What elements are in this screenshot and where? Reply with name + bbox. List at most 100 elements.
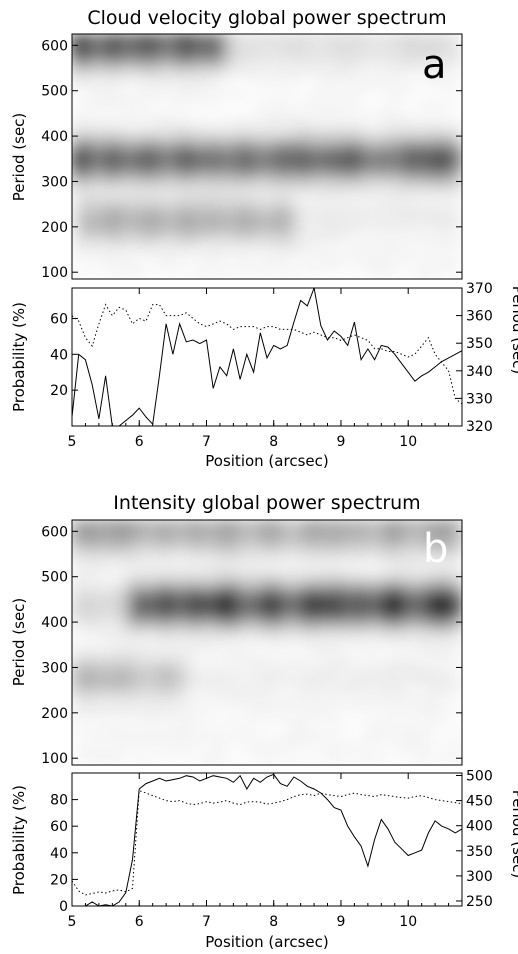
- heatmap-cell: [178, 90, 190, 101]
- heatmap-cell: [246, 559, 259, 570]
- heatmap-cell: [90, 114, 103, 125]
- heatmap-cell: [402, 163, 415, 174]
- heatmap-cell: [246, 131, 259, 142]
- heatmap-cell: [100, 649, 112, 660]
- heatmap-cell: [266, 269, 278, 279]
- heatmap-cell: [227, 57, 239, 68]
- heatmap-cell: [324, 657, 337, 668]
- heatmap-cell: [139, 690, 151, 701]
- heatmap-cell: [373, 698, 385, 709]
- panel-b-heatmap: Intensity global power spectrum b 100200…: [10, 492, 463, 767]
- heatmap-cell: [72, 674, 83, 685]
- heatmap-cell: [197, 731, 210, 742]
- heatmap-cell: [344, 163, 356, 174]
- heatmap-cell: [344, 551, 356, 562]
- heatmap-cell: [392, 163, 405, 174]
- heatmap-cell: [451, 592, 462, 603]
- heatmap-cell: [110, 600, 122, 611]
- heatmap-cell: [139, 641, 151, 652]
- heatmap-cell: [72, 269, 83, 279]
- heatmap-cell: [100, 625, 112, 636]
- heatmap-cell: [158, 155, 171, 166]
- heatmap-cell: [197, 147, 210, 158]
- heatmap-cell: [178, 698, 190, 709]
- panel-a-title: Cloud velocity global power spectrum: [87, 7, 446, 29]
- heatmap-cell: [197, 269, 210, 279]
- heatmap-cell: [158, 551, 171, 562]
- heatmap-cell: [100, 715, 112, 726]
- heatmap-cell: [110, 269, 122, 279]
- heatmap-cell: [295, 584, 307, 595]
- heatmap-cell: [129, 649, 142, 660]
- heatmap-cell: [295, 82, 307, 93]
- heatmap-cell: [197, 559, 210, 570]
- heatmap-cell: [100, 171, 112, 182]
- heatmap-cell: [441, 551, 454, 562]
- heatmap-cell: [80, 41, 93, 52]
- heatmap-cell: [373, 261, 385, 272]
- heatmap-cell: [383, 739, 395, 750]
- heatmap-cell: [412, 755, 424, 765]
- heatmap-cell: [188, 163, 200, 174]
- heatmap-cell: [383, 106, 395, 117]
- y-tick-label: 400: [41, 615, 68, 631]
- heatmap-cell: [149, 715, 161, 726]
- heatmap-cell: [422, 641, 434, 652]
- heatmap-cell: [266, 600, 278, 611]
- heatmap-cell: [217, 57, 229, 68]
- heatmap-cell: [110, 57, 122, 68]
- heatmap-cell: [441, 608, 454, 619]
- heatmap-cell: [72, 706, 83, 717]
- heatmap-cell: [305, 698, 317, 709]
- heatmap-cell: [149, 237, 161, 248]
- heatmap-cell: [451, 49, 462, 60]
- heatmap-cell: [451, 212, 462, 223]
- heatmap-cell: [80, 592, 93, 603]
- heatmap-cell: [344, 649, 356, 660]
- heatmap-cell: [256, 212, 268, 223]
- heatmap-cell: [451, 723, 462, 734]
- heatmap-cell: [295, 723, 307, 734]
- heatmap-cell: [383, 657, 395, 668]
- heatmap-cell: [353, 253, 366, 264]
- heatmap-cell: [90, 706, 103, 717]
- heatmap-cell: [168, 171, 181, 182]
- heatmap-cell: [402, 237, 415, 248]
- heatmap-cell: [246, 674, 259, 685]
- heatmap-cell: [149, 641, 161, 652]
- heatmap-cell: [285, 245, 298, 256]
- heatmap-cell: [158, 139, 171, 150]
- heatmap-cell: [90, 220, 103, 231]
- heatmap-cell: [158, 682, 171, 693]
- heatmap-cell: [314, 747, 327, 758]
- heatmap-cell: [236, 584, 249, 595]
- heatmap-cell: [431, 98, 444, 109]
- heatmap-cell: [373, 34, 385, 44]
- heatmap-cell: [373, 171, 385, 182]
- heatmap-cell: [227, 527, 239, 538]
- heatmap-cell: [451, 559, 462, 570]
- heatmap-cell: [110, 204, 122, 215]
- heatmap-cell: [422, 57, 434, 68]
- heatmap-cell: [422, 65, 434, 76]
- heatmap-cell: [392, 568, 405, 579]
- heatmap-cell: [363, 641, 376, 652]
- heatmap-cell: [363, 706, 376, 717]
- heatmap-cell: [344, 584, 356, 595]
- heatmap-cell: [363, 65, 376, 76]
- heatmap-cell: [402, 698, 415, 709]
- heatmap-cell: [197, 633, 210, 644]
- heatmap-cell: [227, 220, 239, 231]
- heatmap-cell: [324, 682, 337, 693]
- heatmap-cell: [119, 253, 132, 264]
- heatmap-cell: [383, 527, 395, 538]
- heatmap-cell: [197, 82, 210, 93]
- heatmap-cell: [217, 98, 229, 109]
- panel-b-ylabel: Period (sec): [10, 598, 28, 687]
- heatmap-cell: [110, 755, 122, 765]
- heatmap-cell: [324, 649, 337, 660]
- heatmap-cell: [197, 163, 210, 174]
- heatmap-cell: [412, 82, 424, 93]
- heatmap-cell: [178, 34, 190, 44]
